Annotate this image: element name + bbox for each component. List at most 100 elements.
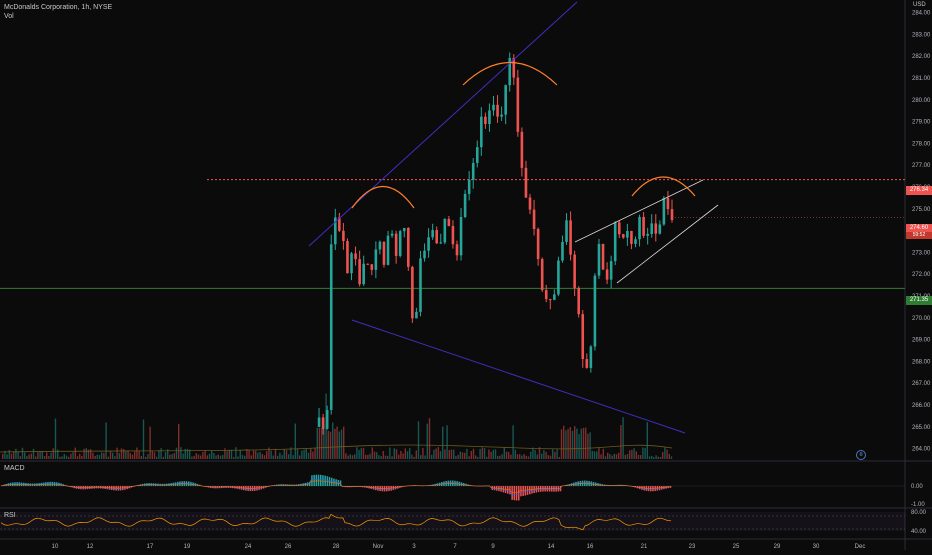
y-tick-label: 279.00: [912, 120, 931, 126]
x-tick-label: 19: [184, 544, 191, 550]
candle-body: [452, 226, 455, 244]
volume-bar: [253, 450, 254, 459]
macd-histogram-bar: [318, 475, 320, 486]
volume-bar: [334, 429, 335, 459]
volume-bar: [244, 456, 245, 459]
volume-bar: [493, 450, 494, 459]
volume-bar: [299, 455, 300, 459]
volume-bar: [372, 447, 373, 459]
volume-bar: [418, 421, 419, 459]
volume-bar: [484, 448, 485, 459]
volume-bar: [532, 448, 533, 459]
candle-body: [642, 217, 645, 236]
candle-body: [659, 224, 662, 233]
candle-body: [577, 288, 580, 314]
rsi-tick-label: 40.00: [911, 529, 927, 535]
volume-bar: [556, 449, 557, 459]
candle-body: [529, 197, 532, 209]
x-tick-label: 21: [641, 544, 648, 550]
volume-bar: [396, 449, 397, 459]
x-tick-label: 28: [333, 544, 340, 550]
candle-body: [468, 180, 471, 194]
wedge-lower-line: [617, 205, 718, 283]
candle-body: [667, 198, 670, 209]
volume-bar: [26, 456, 27, 459]
candle-body: [594, 276, 597, 347]
x-tick-label: Nov: [373, 544, 384, 550]
volume-bar: [506, 452, 507, 459]
volume-bar: [154, 452, 155, 459]
volume-bar: [191, 457, 192, 459]
volume-bar: [583, 428, 584, 459]
y-tick-label: 280.00: [912, 98, 931, 104]
volume-bar: [369, 454, 370, 459]
left-shoulder-arc: [352, 187, 414, 209]
volume-bar: [323, 425, 324, 459]
y-tick-label: 266.00: [912, 403, 931, 409]
volume-bar: [341, 430, 342, 459]
volume-bar: [644, 448, 645, 459]
rsi-label[interactable]: RSI: [4, 511, 16, 520]
y-tick-label: 275.00: [912, 207, 931, 213]
volume-bar: [193, 456, 194, 459]
y-tick-label: 277.00: [912, 163, 931, 169]
y-tick-label: 265.00: [912, 425, 931, 431]
symbol-title[interactable]: McDonalds Corporation, 1h, NYSE: [4, 3, 112, 12]
volume-bar: [2, 454, 3, 459]
volume-bar: [99, 455, 100, 459]
macd-group: [0, 475, 905, 501]
volume-bar: [394, 448, 395, 459]
volume-bar: [407, 451, 408, 459]
volume-bar: [345, 453, 346, 459]
volume-bar: [79, 454, 80, 459]
volume-bar: [211, 451, 212, 459]
macd-label[interactable]: MACD: [4, 464, 25, 473]
volume-bar: [541, 454, 542, 459]
volume-bar: [660, 457, 661, 459]
volume-bar: [658, 457, 659, 459]
candle-body: [492, 105, 495, 111]
volume-bar: [303, 450, 304, 459]
volume-bar: [130, 453, 131, 459]
events-icon[interactable]: ¤: [856, 450, 866, 460]
candle-body: [399, 231, 402, 256]
candle-body: [561, 242, 564, 261]
volume-bar: [308, 453, 309, 459]
volume-bar: [350, 454, 351, 459]
candle-body: [537, 229, 540, 259]
volume-bar: [411, 455, 412, 459]
y-tick-label: 269.00: [912, 338, 931, 344]
volume-bar: [510, 455, 511, 459]
candle-body: [435, 230, 438, 243]
currency-label: USD: [913, 2, 926, 8]
volume-bar: [616, 454, 617, 459]
volume-bar: [35, 456, 36, 459]
candle-body: [407, 228, 410, 267]
volume-bar: [246, 449, 247, 459]
volume-bar: [321, 428, 322, 459]
volume-bar: [664, 448, 665, 459]
volume-bar: [108, 457, 109, 459]
volume-bar: [83, 449, 84, 459]
volume-bar: [559, 457, 560, 459]
volume-bar: [512, 425, 513, 459]
volume-bar: [598, 447, 599, 459]
macd-histogram-bar: [322, 475, 324, 486]
volume-bar: [240, 450, 241, 459]
macd-histogram-bar: [670, 486, 672, 488]
volume-bar: [336, 427, 337, 459]
volume-bar: [242, 455, 243, 459]
volume-bar: [600, 454, 601, 459]
volume-bar: [607, 453, 608, 459]
volume-bar: [499, 456, 500, 459]
volume-bar: [438, 447, 439, 459]
candle-body: [362, 264, 365, 284]
volume-bar: [317, 428, 318, 459]
volume-bar: [306, 448, 307, 459]
support-price-tag: 271.35: [906, 296, 932, 305]
candle-body: [448, 219, 451, 226]
volume-bar: [231, 450, 232, 459]
volume-bar: [292, 455, 293, 459]
